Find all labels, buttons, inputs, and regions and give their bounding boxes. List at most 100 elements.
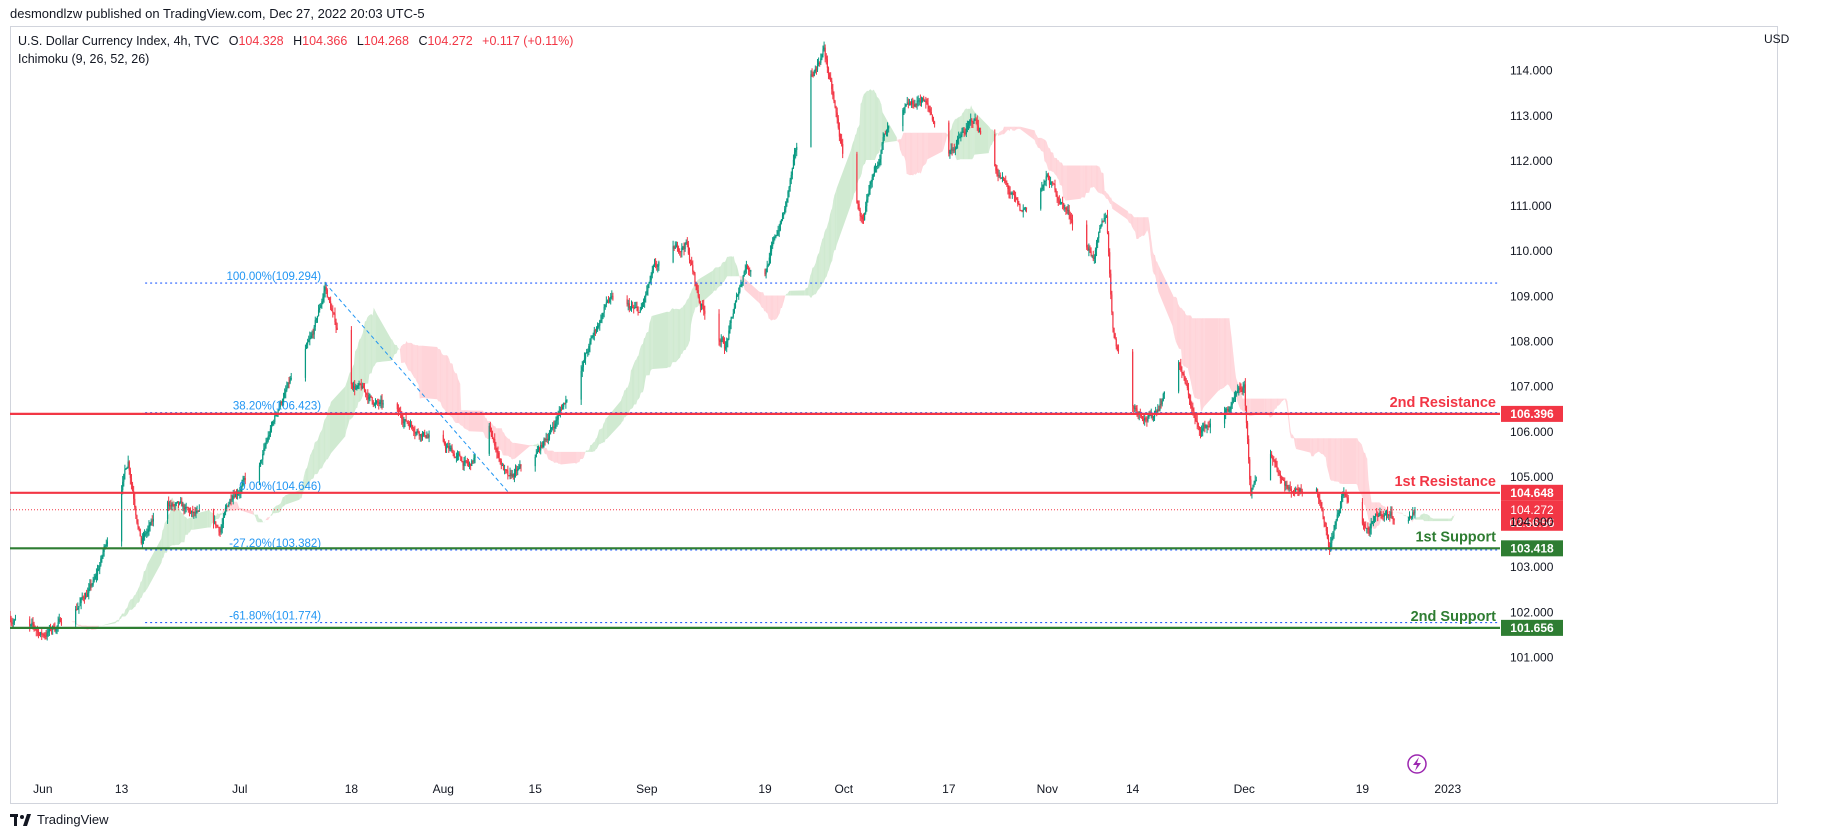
- candle-body: [1385, 511, 1388, 515]
- kumo-segment: [913, 132, 915, 176]
- candle-body: [564, 402, 566, 404]
- currency-label[interactable]: USD: [1764, 32, 1790, 46]
- kumo-segment: [1148, 217, 1150, 243]
- kumo-segment: [322, 424, 324, 468]
- kumo-segment: [971, 105, 973, 160]
- candle-body: [516, 469, 518, 472]
- kumo-segment: [346, 380, 348, 431]
- candle-body: [836, 112, 838, 119]
- candle-body: [1113, 327, 1115, 334]
- candle-body: [266, 440, 268, 443]
- candle-body: [1066, 209, 1068, 211]
- candle-body: [322, 296, 324, 302]
- kumo-segment: [1428, 515, 1430, 522]
- candle-body: [686, 241, 688, 245]
- candle-body: [1101, 220, 1103, 226]
- candle-body: [320, 304, 322, 308]
- candle-body: [1299, 488, 1301, 493]
- kumo-segment: [448, 356, 450, 415]
- candle-body: [196, 511, 198, 513]
- kumo-segment: [738, 270, 740, 277]
- y-axis-tick-label: 111.000: [1510, 199, 1552, 213]
- candle-body: [1249, 459, 1251, 480]
- candle-body: [883, 133, 885, 138]
- y-axis-tick-label: 102.000: [1510, 605, 1554, 619]
- candle-body: [222, 517, 224, 525]
- candle-body: [454, 457, 456, 459]
- close-value: 104.272: [427, 34, 473, 48]
- candle-body: [468, 463, 471, 465]
- kumo-segment: [1370, 495, 1372, 526]
- kumo-segment: [1106, 193, 1108, 200]
- kumo-segment: [997, 133, 999, 136]
- candle-body: [1254, 480, 1256, 483]
- kumo-segment: [717, 267, 719, 289]
- y-axis-tick-label: 101.000: [1510, 650, 1554, 664]
- candle-body: [583, 358, 586, 362]
- candle-body: [1191, 406, 1193, 409]
- kumo-segment: [1186, 315, 1188, 368]
- chart-pane[interactable]: [10, 26, 1778, 804]
- candle-body: [861, 216, 863, 220]
- candle-body: [546, 439, 548, 441]
- kumo-segment: [1133, 216, 1135, 231]
- kumo-segment: [622, 395, 624, 422]
- candle-body: [1089, 249, 1091, 252]
- kumo-segment: [507, 437, 509, 456]
- kumo-segment: [880, 101, 882, 149]
- kumo-segment: [146, 564, 148, 591]
- kumo-segment: [1000, 130, 1002, 136]
- candle-body: [420, 434, 423, 438]
- symbol-label[interactable]: U.S. Dollar Currency Index, 4h, TVC: [18, 34, 220, 48]
- candle-body: [951, 148, 953, 151]
- candle-body: [470, 463, 472, 466]
- kumo-segment: [1405, 515, 1407, 517]
- candle-body: [166, 502, 169, 519]
- candle-body: [494, 438, 496, 446]
- kumo-segment: [762, 292, 764, 308]
- ichimoku-label[interactable]: Ichimoku (9, 26, 52, 26): [18, 52, 150, 66]
- kumo-segment: [672, 308, 674, 363]
- candle-body: [973, 119, 975, 124]
- kumo-segment: [624, 390, 626, 418]
- kumo-segment: [926, 132, 928, 163]
- candle-body: [775, 235, 777, 237]
- candle-body: [1014, 195, 1017, 198]
- kumo-segment: [1229, 318, 1231, 389]
- kumo-segment: [509, 438, 511, 457]
- x-axis-tick-label: 17: [942, 782, 956, 796]
- candle-body: [1016, 197, 1018, 199]
- candle-body: [681, 247, 683, 252]
- candle-body: [81, 596, 83, 599]
- candle-body: [418, 432, 420, 436]
- candle-body: [1325, 526, 1327, 531]
- candle-body: [509, 472, 511, 476]
- kumo-segment: [761, 292, 763, 308]
- candle-body: [424, 432, 426, 436]
- kumo-segment: [453, 369, 455, 422]
- candle-body: [236, 494, 239, 496]
- kumo-segment: [1086, 165, 1088, 193]
- candle-body: [633, 307, 635, 309]
- kumo-segment: [125, 608, 127, 617]
- candle-body: [458, 453, 460, 455]
- kumo-segment: [556, 451, 558, 463]
- candle-body: [1339, 502, 1342, 510]
- candle-body: [791, 167, 793, 175]
- kumo-segment: [1417, 517, 1419, 520]
- candle-body: [186, 507, 188, 509]
- candle-body: [1223, 412, 1226, 424]
- kumo-segment: [692, 288, 694, 319]
- kumo-segment: [739, 275, 741, 280]
- kumo-segment: [1150, 235, 1152, 263]
- candle-body: [231, 499, 233, 501]
- kumo-segment: [740, 276, 742, 281]
- candle-body: [556, 419, 558, 421]
- tradingview-logo[interactable]: TradingView: [10, 812, 109, 827]
- candle-body: [510, 472, 512, 477]
- candle-body: [1110, 273, 1112, 295]
- kumo-segment: [394, 344, 396, 355]
- candle-body: [688, 253, 691, 260]
- kumo-segment: [401, 345, 403, 363]
